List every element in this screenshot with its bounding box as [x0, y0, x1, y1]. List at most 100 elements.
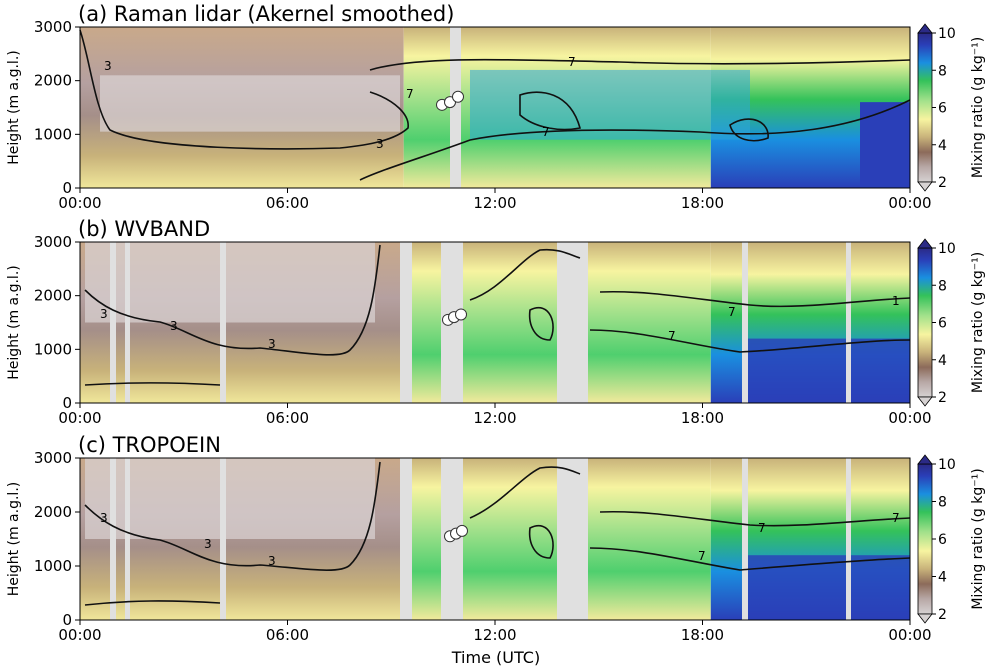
colorbar: 2 4 6 8 10 Mixing ratio (g kg⁻¹) [917, 238, 986, 407]
x-tick-label: 18:00 [681, 194, 724, 212]
contour-line [84, 381, 221, 386]
dry-layer-region [85, 242, 375, 323]
contour-line [359, 99, 911, 181]
contour-label: 7 [668, 329, 676, 343]
colorbar-tick-label: 10 [938, 457, 956, 473]
x-tick-label: 06:00 [266, 194, 309, 212]
moist-layer-region [470, 69, 750, 140]
data-gap [400, 458, 412, 620]
contour-label: 7 [698, 549, 706, 563]
contour-label: 7 [758, 521, 766, 535]
y-tick-label: 3000 [34, 233, 72, 251]
colorbar-tick-label: 8 [938, 495, 947, 511]
colorbar-tick-label: 8 [938, 278, 947, 294]
contour-label: 7 [542, 125, 550, 139]
data-gap [557, 458, 588, 620]
data-gap [125, 242, 130, 403]
data-gap [557, 242, 588, 403]
contour-line [589, 329, 911, 353]
y-tick-label: 2000 [34, 503, 72, 521]
contour-line [519, 91, 582, 131]
colorbar-top-extend [917, 23, 933, 34]
observation-marker [455, 308, 467, 321]
very-moist-region [745, 338, 910, 403]
contour-line [369, 58, 911, 71]
y-tick-label: 0 [62, 394, 72, 412]
colorbar-top-extend [917, 238, 933, 249]
observation-marker [456, 524, 468, 537]
contour-label: 3 [104, 59, 112, 73]
colorbar-scale [917, 32, 933, 183]
colorbar-tick-label: 4 [938, 138, 947, 154]
x-tick-label: 00:00 [58, 409, 101, 427]
contour-line [729, 118, 769, 142]
x-tick-label: 00:00 [888, 194, 931, 212]
x-tick-label: 12:00 [473, 626, 516, 644]
dry-layer-region [85, 458, 375, 539]
panel-title: (c) TROPOEIN [78, 433, 221, 457]
panel-a: 3 3 7 7 7 0 1000 2000 3000 00:00 06:00 12:00 18:00 00… [6, 2, 986, 212]
contour-line [599, 290, 911, 308]
y-tick-label: 1000 [34, 340, 72, 358]
contour-label: 3 [376, 137, 384, 151]
colorbar-scale [917, 463, 933, 615]
x-tick-label: 06:00 [266, 626, 309, 644]
colorbar-tick-label: 2 [938, 607, 947, 623]
colorbar-label: Mixing ratio (g kg⁻¹) [970, 468, 986, 609]
contour-line [589, 547, 911, 571]
contour-label: 3 [204, 537, 212, 551]
colorbar-tick-label: 6 [938, 316, 947, 332]
contour-line [84, 244, 381, 356]
data-gap [400, 242, 412, 403]
data-gap [110, 242, 116, 403]
data-gap [125, 458, 130, 620]
x-tick-label: 18:00 [681, 409, 724, 427]
colorbar-tick-label: 10 [938, 26, 956, 42]
contour-line [528, 307, 554, 341]
x-tick-label: 00:00 [58, 194, 101, 212]
data-gap [450, 27, 461, 188]
colorbar-tick-label: 6 [938, 101, 947, 117]
colorbar-tick-label: 10 [938, 241, 956, 257]
contour-label: 7 [568, 55, 576, 69]
very-moist-region [745, 555, 910, 620]
y-axis-label: Height (m a.g.l.) [6, 50, 22, 164]
y-tick-label: 3000 [34, 449, 72, 467]
x-tick-label: 06:00 [266, 409, 309, 427]
colorbar-top-extend [917, 454, 933, 465]
contour-line [528, 525, 554, 559]
x-tick-label: 00:00 [888, 626, 931, 644]
y-tick-label: 0 [62, 611, 72, 629]
contour-label: 3 [268, 554, 276, 568]
colorbar-tick-label: 4 [938, 570, 947, 586]
contour-label: 3 [100, 307, 108, 321]
y-tick-label: 3000 [34, 18, 72, 36]
data-gap [742, 242, 748, 403]
panel-c: 3 3 3 7 7 7 0 1000 2000 3000 00:00 06:00 12:00 18:00 0… [6, 433, 986, 644]
x-tick-label: 12:00 [473, 194, 516, 212]
colorbar-tick-label: 2 [938, 390, 947, 406]
y-tick-label: 1000 [34, 557, 72, 575]
colorbar: 2 4 6 8 10 Mixing ratio (g kg⁻¹) [917, 23, 986, 192]
contour-line [84, 600, 221, 606]
contour-line [79, 29, 409, 150]
y-tick-label: 1000 [34, 125, 72, 143]
colorbar-bottom-extend [917, 396, 933, 407]
colorbar-tick-label: 8 [938, 63, 947, 79]
contour-label: 3 [100, 511, 108, 525]
data-gap [110, 458, 116, 620]
x-tick-label: 00:00 [888, 409, 931, 427]
contour-label: 7 [406, 87, 414, 101]
colorbar: 2 4 6 8 10 Mixing ratio (g kg⁻¹) [917, 454, 986, 624]
observation-marker [452, 90, 464, 103]
x-tick-label: 18:00 [681, 626, 724, 644]
colorbar-tick-label: 6 [938, 532, 947, 548]
x-tick-label: 00:00 [58, 626, 101, 644]
y-axis-label: Height (m a.g.l.) [6, 482, 22, 596]
colorbar-tick-label: 4 [938, 353, 947, 369]
contour-label: 1 [892, 294, 900, 308]
data-gap [220, 458, 226, 620]
y-axis-label: Height (m a.g.l.) [6, 265, 22, 379]
y-tick-label: 2000 [34, 287, 72, 305]
